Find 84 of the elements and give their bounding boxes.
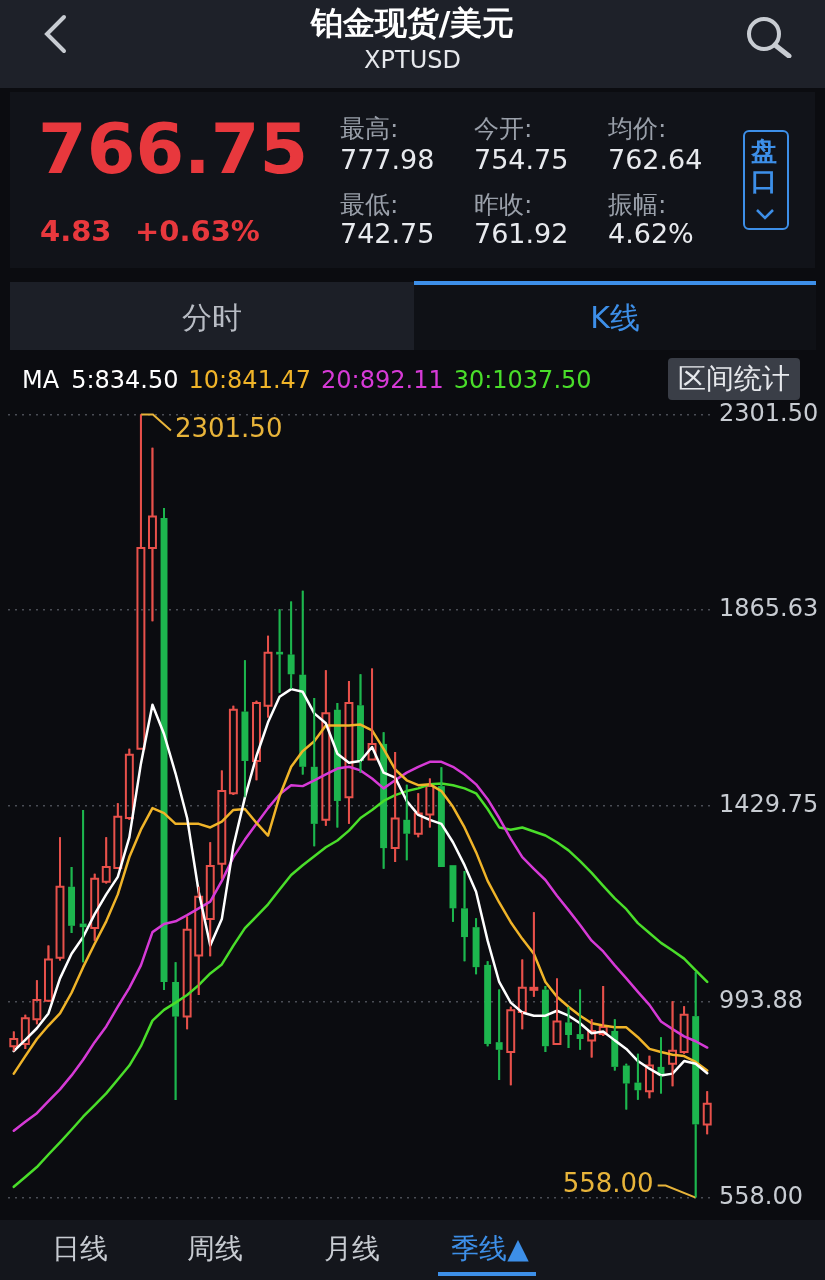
text: 振幅:	[608, 189, 667, 221]
text: 754.75	[474, 144, 569, 175]
text: 最低:	[340, 189, 399, 221]
candlestick	[136, 413, 146, 750]
y-tick-label: 2301.50	[719, 398, 819, 427]
candlestick	[101, 836, 111, 885]
candlestick	[68, 865, 76, 935]
text: 761.92	[474, 218, 569, 249]
y-tick-label: 558.00	[719, 1181, 803, 1210]
candlestick	[634, 1052, 642, 1101]
candlestick	[587, 1018, 597, 1059]
candlestick	[263, 634, 273, 719]
chart-title: 铂金现货/美元	[309, 3, 516, 44]
text: 4.83	[40, 214, 112, 248]
candlestick	[299, 589, 307, 776]
candlestick	[321, 669, 331, 827]
text: 5:834.50	[71, 366, 179, 394]
candlestick	[517, 958, 527, 1031]
annotation: 558.00	[562, 1168, 654, 1199]
candlestick	[43, 944, 53, 1002]
text: 4.62%	[608, 218, 694, 249]
candlestick	[217, 769, 227, 880]
text: 月线	[323, 1231, 381, 1267]
candlestick	[148, 446, 157, 623]
text: 766.75	[38, 108, 309, 190]
candlestick	[702, 1090, 712, 1136]
y-tick-label: 1429.75	[719, 790, 819, 819]
annotation: 2301.50	[174, 413, 283, 444]
candlestick	[310, 697, 318, 848]
candlestick	[182, 915, 192, 1031]
candlestick	[692, 971, 700, 1199]
candlestick	[668, 1000, 678, 1088]
candlestick	[506, 1005, 516, 1087]
text: 777.98	[340, 144, 435, 175]
candlestick	[598, 985, 608, 1037]
text: 昨收:	[474, 189, 533, 221]
text: 周线	[186, 1231, 244, 1267]
candlestick	[172, 961, 180, 1102]
text: 最高:	[340, 113, 399, 145]
text: 10:841.47	[188, 366, 312, 394]
text: 均价:	[608, 113, 667, 145]
candlestick	[113, 802, 123, 869]
candlestick	[194, 885, 204, 997]
text: 20:892.11	[321, 366, 444, 394]
candlestick	[390, 750, 400, 864]
candlestick	[367, 667, 377, 761]
candlestick	[287, 600, 295, 691]
candlestick	[622, 1062, 630, 1111]
text: 30:1037.50	[453, 366, 592, 394]
candlestick	[679, 1005, 689, 1055]
candlestick	[252, 699, 261, 782]
candlestick	[32, 979, 42, 1026]
candlestick	[344, 680, 354, 825]
candlestick	[644, 1054, 654, 1100]
candlestick	[437, 766, 445, 867]
candlestick	[449, 865, 457, 923]
candlestick	[552, 977, 562, 1045]
candlestick	[472, 917, 480, 976]
text: 762.64	[608, 144, 703, 175]
candlestick	[205, 841, 215, 958]
candlestick	[611, 1018, 619, 1072]
candlestick	[9, 1030, 19, 1053]
candlestick	[276, 608, 284, 694]
candlestick	[495, 988, 503, 1081]
text: 分时	[181, 299, 243, 337]
text: 742.75	[340, 218, 435, 249]
text: 区间统计	[668, 358, 800, 400]
text: K线	[589, 299, 641, 337]
text: +0.63%	[135, 214, 260, 248]
text: 盘口	[751, 136, 778, 196]
y-tick-label: 1865.63	[719, 594, 819, 623]
candlestick	[403, 783, 411, 862]
text: 季线▲	[450, 1231, 530, 1267]
y-tick-label: 993.88	[719, 986, 803, 1015]
candlestick	[55, 836, 65, 962]
candlestick	[413, 792, 423, 839]
candlestick	[425, 777, 435, 829]
text: 日线	[51, 1231, 109, 1267]
candlestick	[90, 872, 100, 942]
candlestick	[241, 659, 249, 799]
legend-title: MA	[22, 366, 60, 394]
candlestick	[576, 988, 584, 1051]
text: 今开:	[474, 113, 533, 145]
chart-subtitle: XPTUSD	[363, 46, 462, 74]
